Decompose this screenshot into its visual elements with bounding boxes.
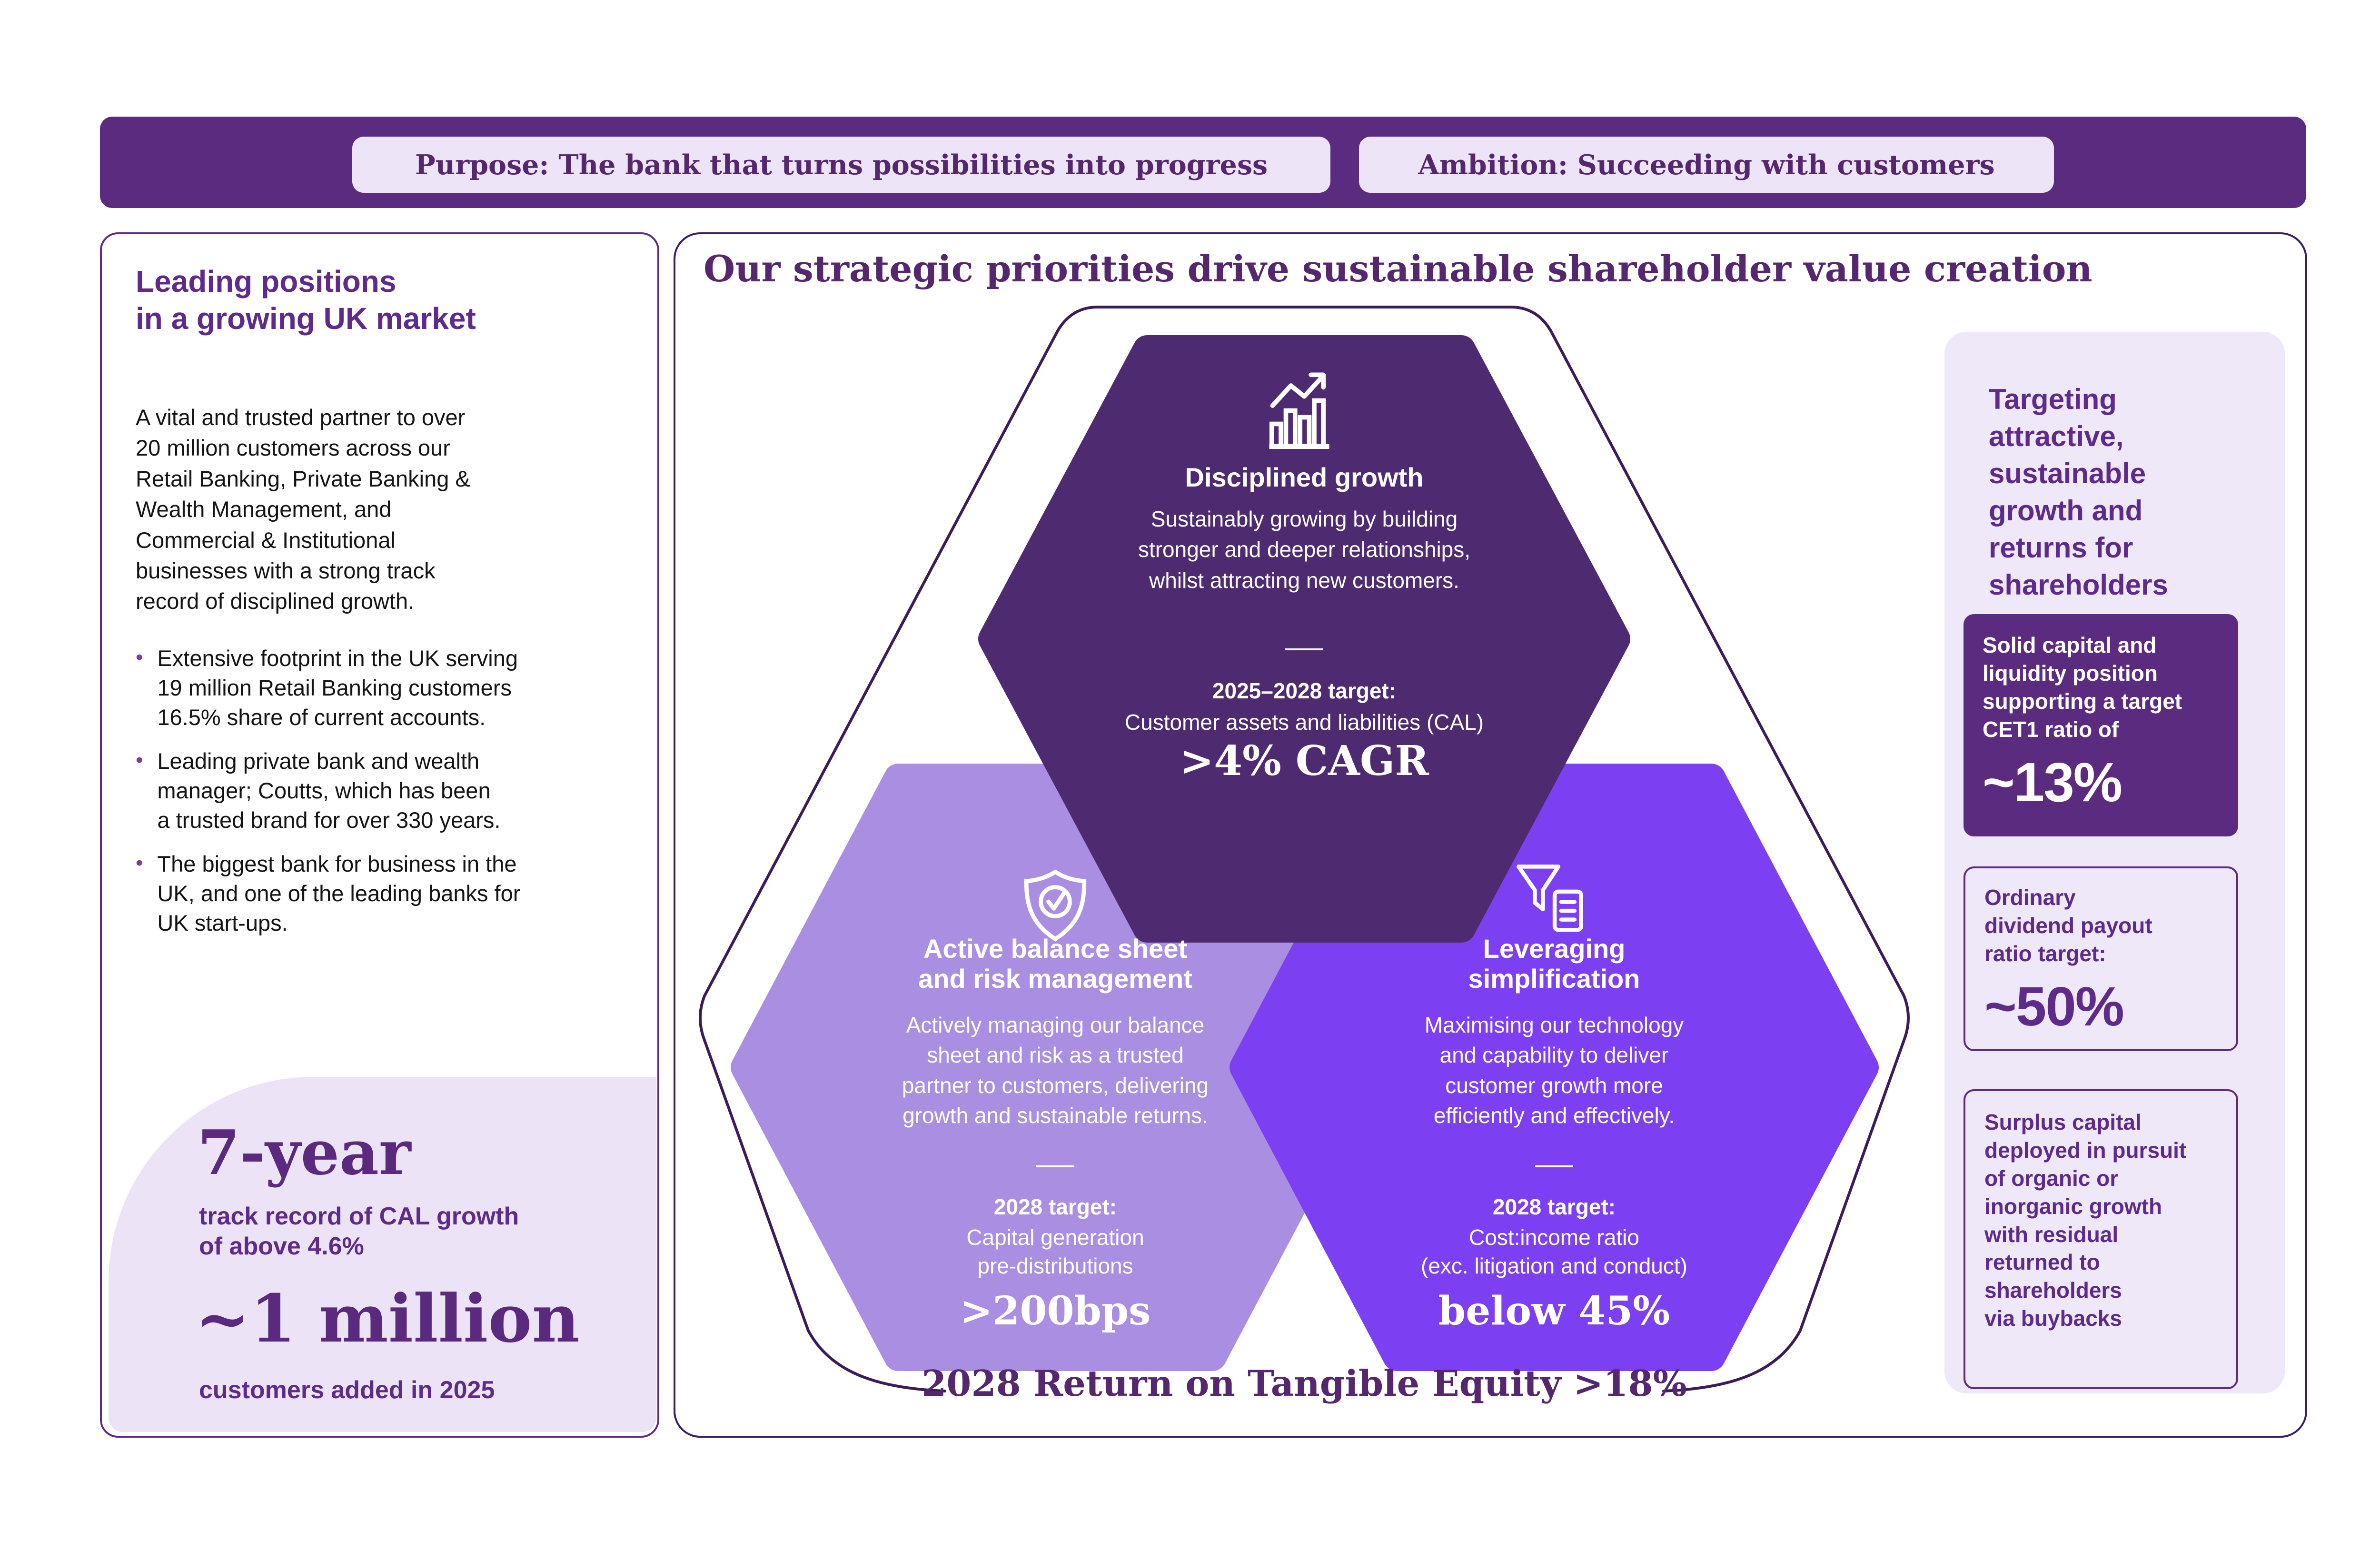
target-value: >4% CAGR: [1180, 737, 1429, 785]
bullet-icon: •: [136, 748, 143, 772]
sidebar-heading: Targeting attractive, sustainable growth…: [1989, 383, 2168, 601]
stat-7year-label: track record of CAL growth of above 4.6%: [199, 1203, 519, 1261]
stats-background-shape: [109, 1077, 656, 1432]
ambition-text: Ambition: Succeeding with customers: [1418, 149, 1995, 181]
bullet-text: The biggest bank for business in the UK,…: [157, 851, 521, 936]
left-panel-bullet-list: • Extensive footprint in the UK serving …: [136, 644, 640, 952]
surplus-capital-text: Surplus capital deployed in pursuit of o…: [1984, 1110, 2187, 1331]
shield-check-icon: [1024, 869, 1087, 942]
dividend-target-value: ~50%: [1984, 975, 2124, 1037]
hexagon-body: Actively managing our balance sheet and …: [902, 1013, 1209, 1128]
ambition-pill: Ambition: Succeeding with customers: [1359, 137, 2054, 193]
list-item: • The biggest bank for business in the U…: [136, 849, 640, 938]
target-value: >200bps: [960, 1288, 1151, 1334]
stat-1million-value: ~1 million: [195, 1280, 580, 1357]
bullet-icon: •: [136, 851, 143, 875]
hexagon-body: Sustainably growing by building stronger…: [1138, 507, 1471, 593]
divider: [1036, 1165, 1074, 1167]
left-panel-intro: A vital and trusted partner to over 20 m…: [136, 405, 470, 614]
hexagon-body: Maximising our technology and capability…: [1424, 1013, 1684, 1128]
target-label: 2028 target:: [1492, 1194, 1616, 1219]
hexagon-title: Active balance sheet and risk management: [918, 934, 1192, 994]
list-item: • Leading private bank and wealth manage…: [136, 746, 640, 835]
main-panel-title: Our strategic priorities drive sustainab…: [704, 248, 2092, 290]
funnel-document-icon: [1517, 865, 1583, 932]
bullet-icon: •: [136, 646, 143, 669]
capital-target-text: Solid capital and liquidity position sup…: [1983, 633, 2182, 742]
hexagon-title: Disciplined growth: [1185, 462, 1424, 492]
target-label: 2025–2028 target:: [1212, 678, 1397, 703]
list-item: • Extensive footprint in the UK serving …: [136, 644, 640, 732]
target-desc: Cost:income ratio (exc. litigation and c…: [1421, 1225, 1687, 1278]
stat-1million-label: customers added in 2025: [199, 1376, 495, 1404]
divider: [1535, 1165, 1573, 1167]
purpose-pill: Purpose: The bank that turns possibiliti…: [352, 137, 1330, 193]
left-panel-title: Leading positions in a growing UK market: [136, 264, 476, 336]
capital-target-box: Solid capital and liquidity position sup…: [1964, 614, 2238, 836]
target-desc: Customer assets and liabilities (CAL): [1124, 710, 1484, 735]
sidebar-panel: [1944, 332, 2285, 1393]
stat-7year-value: 7-year: [198, 1117, 411, 1189]
dividend-target-box: Ordinary dividend payout ratio target: ~…: [1964, 866, 2238, 1051]
hexagon-title: Leveraging simplification: [1468, 934, 1640, 994]
bullet-text: Extensive footprint in the UK serving 19…: [157, 646, 518, 730]
divider: [1285, 648, 1323, 650]
target-desc: Capital generation pre-distributions: [966, 1225, 1144, 1278]
top-banner: Purpose: The bank that turns possibiliti…: [100, 117, 2306, 208]
surplus-capital-box: Surplus capital deployed in pursuit of o…: [1964, 1089, 2238, 1389]
target-label: 2028 target:: [993, 1194, 1117, 1219]
growth-chart-icon: [1269, 372, 1329, 449]
bullet-text: Leading private bank and wealth manager;…: [157, 748, 501, 833]
rote-footer: 2028 Return on Tangible Equity >18%: [922, 1362, 1687, 1404]
purpose-text: Purpose: The bank that turns possibiliti…: [415, 149, 1268, 181]
target-value: below 45%: [1438, 1288, 1670, 1334]
dividend-target-text: Ordinary dividend payout ratio target:: [1984, 885, 2152, 966]
capital-target-value: ~13%: [1983, 751, 2122, 813]
